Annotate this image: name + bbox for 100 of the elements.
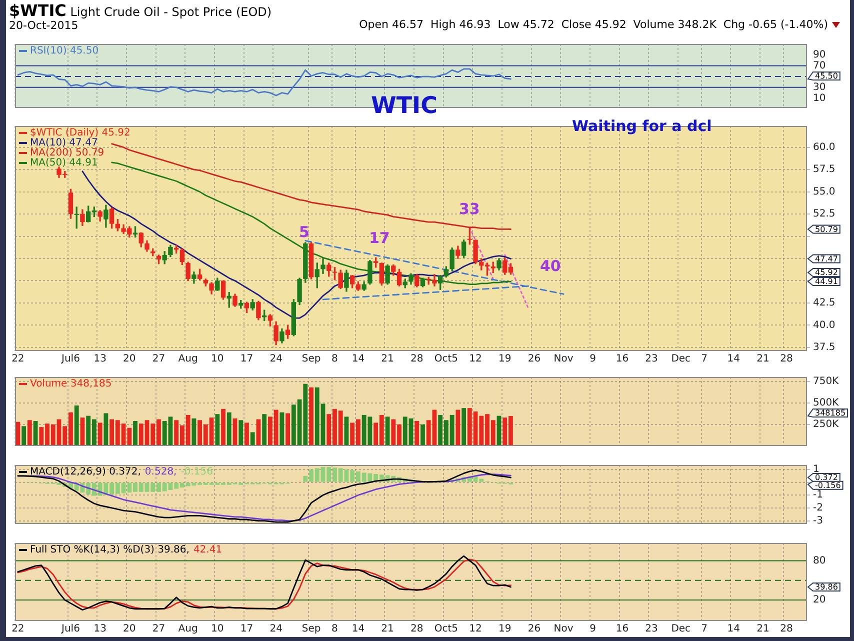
y-tick-label: 1 [813,464,820,476]
text: 44.91 [815,277,838,286]
x-tick-label: 28 [780,354,793,365]
x-tick-label: 23 [645,354,658,365]
x-tick-label: 9 [590,624,596,635]
text: 39.86 [815,582,838,592]
x-tick-label: 24 [270,624,282,635]
legend-label: MA(50) 44.91 [30,158,98,169]
annotation: WTIC [371,93,438,120]
x-tick-label: 19 [498,624,512,635]
x-tick-label: Jul6 [60,624,80,635]
text: 0.372 [815,473,838,482]
x-tick-label: 13 [94,354,106,365]
x-tick-label: 21 [381,624,394,635]
x-tick-label: Aug [178,354,198,365]
x-tick-label: 8 [332,354,338,365]
y-tick-label: 80 [813,555,826,566]
x-tick-label: Nov [554,354,574,365]
x-tick-label: Oct5 [434,354,458,365]
x-tick-label: 20 [123,354,136,365]
x-tick-label: 28 [410,624,424,635]
legend-label: $WTIC (Daily) 45.92 [30,128,130,139]
legend-label: MA(10) 47.47 [30,138,98,149]
x-tick-label: 19 [498,354,512,365]
x-tick-label: 16 [616,624,629,635]
x-tick-label: Dec [671,624,691,635]
y-tick-label: 55.0 [813,186,836,198]
x-tick-label: Aug [178,624,198,635]
y-tick-label: 52.5 [813,208,836,220]
x-tick-label: 20 [123,624,136,635]
y-tick-label: -1 [813,490,823,501]
annotation: Waiting for a dcl [572,117,712,135]
legend-label: Full STO %K(14,3) %D(3) 39.86, [30,544,190,556]
x-tick-label: 14 [727,354,740,365]
x-tick-label: 28 [410,354,424,365]
annotation: 5 [299,223,310,241]
text: Open 46.57 High 46.93 Low 45.72 Close 45.92 Volume 348.2K Chg -0.65 (-1.40%) [359,18,828,32]
y-tick-label: 250K [813,419,840,430]
text: 348185 [815,408,846,418]
x-tick-label: 28 [780,624,793,635]
x-tick-label: 24 [270,354,282,365]
legend-label: MACD(12,26,9) 0.372, [30,466,141,478]
x-tick-label: 16 [616,354,629,365]
series-label: -0.156 [180,466,213,478]
x-tick-label: Jul6 [60,354,80,365]
x-tick-label: 22 [12,624,24,635]
y-tick-label: 40.0 [813,320,836,331]
y-tick-label: 37.5 [813,342,836,354]
x-tick-label: 21 [381,354,394,365]
x-tick-label: 13 [94,624,106,635]
x-tick-label: 21 [756,624,770,635]
y-tick-label: 30 [813,82,826,93]
legend-label: RSI(10) 45.50 [30,46,99,57]
x-tick-label: Sep [302,354,321,365]
x-tick-label: 12 [469,624,482,635]
chart-title: $WTIC Light Crude Oil - Spot Price (EOD) [9,1,272,20]
x-tick-label: 14 [352,624,365,635]
x-tick-label: 7 [701,624,708,635]
annotation: 17 [369,229,390,247]
x-tick-label: 9 [590,354,596,365]
text: 50.79 [815,224,838,234]
x-tick-label: 23 [645,624,658,635]
y-tick-label: 750K [813,376,840,387]
y-tick-label: 57.5 [813,164,836,176]
text: 45.50 [815,72,838,81]
x-tick-label: 7 [701,354,708,365]
x-tick-label: 17 [240,624,254,635]
y-tick-label: 60.0 [813,142,836,153]
x-tick-label: Nov [554,624,574,635]
x-tick-label: 12 [469,354,482,365]
y-tick-label: 42.5 [813,298,836,309]
x-tick-label: 26 [528,354,541,365]
y-tick-label: -2 [813,502,823,514]
annotation: 33 [459,200,480,218]
x-tick-label: 10 [211,624,224,635]
x-tick-label: 26 [528,624,541,635]
x-tick-label: Sep [302,624,321,635]
legend-label: Volume 348,185 [30,378,112,390]
x-tick-label: 22 [12,354,24,365]
y-tick-label: 90 [813,49,826,60]
legend-label: MA(200) 50.79 [30,148,104,159]
x-tick-label: 8 [332,624,338,635]
y-tick-label: 70 [813,60,826,72]
y-tick-label: 20 [813,594,826,606]
annotation: 40 [540,257,561,275]
x-tick-label: Oct5 [434,624,458,635]
y-tick-label: 500K [813,397,840,408]
x-tick-label: 21 [756,354,770,365]
text: 47.47 [815,254,838,264]
x-tick-label: Dec [671,354,691,365]
text: 45.92 [815,268,838,278]
x-tick-label: 10 [211,354,224,365]
chart-subtitle: 20-Oct-2015 [9,19,78,32]
x-tick-label: 14 [727,624,740,635]
x-tick-label: 27 [152,624,166,635]
x-tick-label: 17 [240,354,254,365]
x-tick-label: 14 [352,354,365,365]
text: 42.41 [193,544,222,556]
text: -0.156 [815,480,841,490]
y-tick-label: 10 [813,92,826,104]
